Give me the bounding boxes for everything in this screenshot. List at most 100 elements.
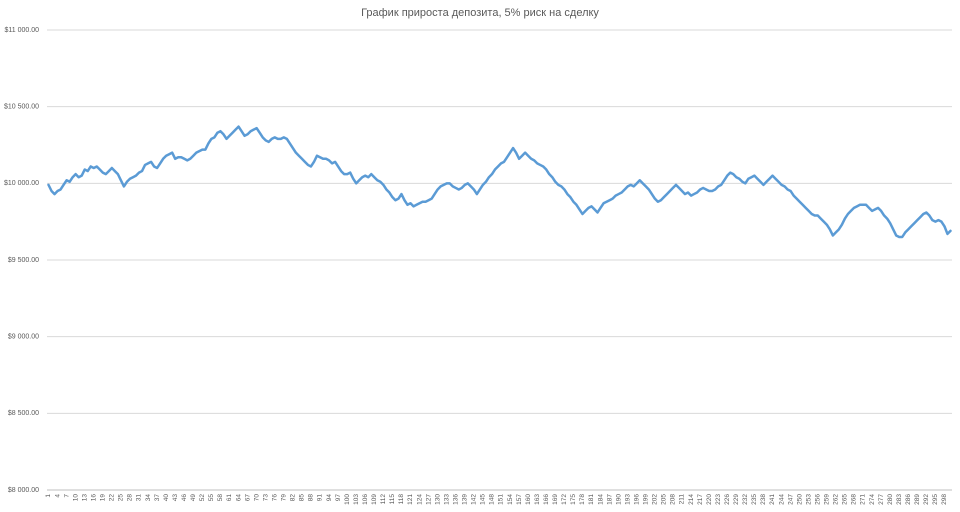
x-tick-label: 97 [335,494,342,502]
x-tick-label: 196 [633,494,640,505]
x-tick-label: 298 [941,494,948,505]
y-tick-label: $8 000.00 [8,487,39,494]
x-tick-label: 202 [652,494,659,505]
y-tick-label: $10 000.00 [4,180,39,187]
series-line [47,125,952,239]
x-tick-label: 208 [670,494,677,505]
x-tick-label: 187 [606,494,613,505]
x-tick-label: 142 [471,494,478,505]
x-tick-label: 259 [824,494,831,505]
x-tick-label: 79 [281,494,288,502]
x-tick-label: 154 [507,494,514,505]
x-tick-label: 211 [679,494,686,505]
x-tick-label: 37 [154,494,161,502]
x-tick-label: 193 [624,494,631,505]
x-tick-label: 232 [742,494,749,505]
x-tick-label: 292 [923,494,930,505]
x-tick-label: 253 [805,494,812,505]
x-tick-label: 13 [81,494,88,502]
x-tick-label: 25 [118,494,125,502]
x-tick-label: 40 [163,494,170,502]
x-tick-label: 274 [869,494,876,505]
x-tick-label: 235 [751,494,758,505]
x-tick-label: 223 [715,494,722,505]
x-tick-label: 124 [416,494,423,505]
y-tick-label: $9 500.00 [8,257,39,264]
x-tick-label: 4 [54,494,61,498]
x-tick-label: 277 [878,494,885,505]
x-tick-label: 16 [90,494,97,502]
x-tick-label: 244 [778,494,785,505]
x-tick-label: 139 [462,494,469,505]
x-tick-label: 250 [796,494,803,505]
x-tick-label: 19 [100,494,107,502]
x-tick-label: 199 [643,494,650,505]
x-tick-label: 34 [145,494,152,502]
x-tick-label: 82 [290,494,297,502]
x-tick-label: 91 [317,494,324,502]
x-tick-label: 256 [814,494,821,505]
x-tick-label: 157 [516,494,523,505]
x-tick-label: 184 [597,494,604,505]
x-tick-label: 103 [353,494,360,505]
x-tick-label: 178 [579,494,586,505]
x-tick-label: 163 [534,494,541,505]
x-tick-label: 262 [833,494,840,505]
x-tick-label: 106 [362,494,369,505]
x-tick-label: 148 [489,494,496,505]
x-tick-label: 118 [398,494,405,505]
x-tick-label: 43 [172,494,179,502]
x-tick-label: 127 [425,494,432,505]
x-tick-label: 28 [127,494,134,502]
x-tick-label: 58 [217,494,224,502]
x-tick-label: 238 [760,494,767,505]
y-tick-label: $11 000.00 [4,27,39,34]
x-tick-label: 94 [326,494,333,502]
x-tick-label: 73 [262,494,269,502]
y-tick-label: $9 000.00 [8,334,39,341]
x-tick-label: 145 [480,494,487,505]
x-tick-label: 61 [226,494,233,502]
x-tick-label: 49 [190,494,197,502]
x-tick-label: 265 [842,494,849,505]
x-tick-label: 22 [109,494,116,502]
x-tick-label: 160 [525,494,532,505]
x-tick-label: 151 [498,494,505,505]
x-tick-label: 289 [914,494,921,505]
x-tick-label: 181 [588,494,595,505]
x-tick-label: 166 [543,494,550,505]
x-tick-label: 169 [552,494,559,505]
x-tick-label: 247 [787,494,794,505]
y-tick-label: $10 500.00 [4,104,39,111]
x-tick-label: 190 [615,494,622,505]
x-tick-label: 280 [887,494,894,505]
chart-title: График прироста депозита, 5% риск на сде… [361,7,599,19]
x-tick-label: 286 [905,494,912,505]
x-tick-label: 214 [688,494,695,505]
x-tick-label: 7 [63,494,70,498]
x-tick-label: 70 [253,494,260,502]
x-tick-label: 220 [706,494,713,505]
x-tick-label: 10 [72,494,79,502]
x-tick-label: 1 [45,494,52,498]
x-tick-label: 85 [299,494,306,502]
x-tick-label: 76 [271,494,278,502]
x-tick-label: 55 [208,494,215,502]
x-tick-label: 46 [181,494,188,502]
x-tick-label: 283 [896,494,903,505]
x-tick-label: 67 [244,494,251,502]
x-tick-label: 268 [851,494,858,505]
x-tick-label: 133 [443,494,450,505]
x-tick-label: 109 [371,494,378,505]
x-tick-label: 100 [344,494,351,505]
x-tick-label: 115 [389,494,396,505]
x-tick-label: 229 [733,494,740,505]
x-tick-label: 175 [570,494,577,505]
x-tick-label: 52 [199,494,206,502]
x-tick-label: 64 [235,494,242,502]
x-tick-label: 172 [561,494,568,505]
x-tick-label: 241 [769,494,776,505]
y-tick-label: $8 500.00 [8,410,39,417]
x-tick-label: 226 [724,494,731,505]
